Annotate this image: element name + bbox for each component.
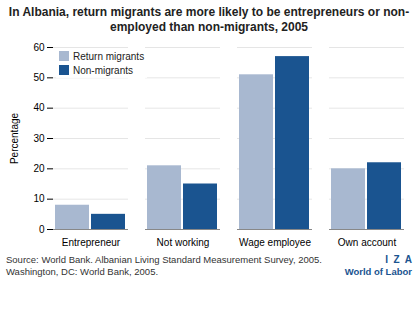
svg-text:30: 30 bbox=[33, 133, 45, 144]
svg-text:Own account: Own account bbox=[338, 237, 397, 248]
html-text:Source: World Bank. Albanian L: Source: World Bank. Albanian Living Stan… bbox=[6, 254, 322, 277]
svg-text:0: 0 bbox=[39, 224, 45, 235]
html-text:In Albania, return migrants ar: In Albania, return migrants are more lik… bbox=[8, 5, 410, 34]
svg-text:Not working: Not working bbox=[157, 237, 210, 248]
svg-text:Entrepreneur: Entrepreneur bbox=[62, 237, 121, 248]
svg-text:Wage employee: Wage employee bbox=[239, 237, 311, 248]
svg-text:Percentage: Percentage bbox=[9, 112, 20, 164]
html-text:Non-migrants: Non-migrants bbox=[73, 64, 133, 76]
svg-text:40: 40 bbox=[33, 102, 45, 113]
svg-text:60: 60 bbox=[33, 42, 45, 53]
html-text:Return migrants: Return migrants bbox=[73, 51, 145, 62]
svg-text:10: 10 bbox=[33, 193, 45, 204]
svg-text:20: 20 bbox=[33, 163, 45, 174]
svg-text:50: 50 bbox=[33, 72, 45, 83]
html-text:World of Labor: World of Labor bbox=[344, 266, 412, 278]
html-text:I Z A: I Z A bbox=[385, 254, 412, 266]
